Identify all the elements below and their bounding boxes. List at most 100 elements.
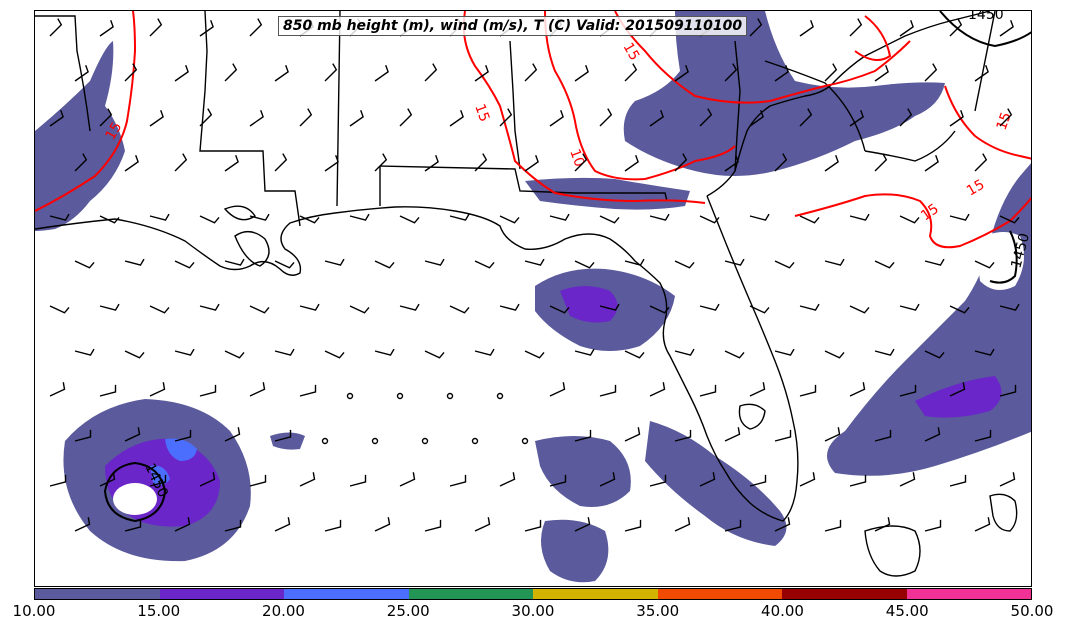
height-contour-1450-hurricane xyxy=(103,461,167,523)
wind-barb xyxy=(974,517,991,532)
wind-barb xyxy=(799,19,814,37)
wind-barb xyxy=(624,519,642,532)
wind-barb xyxy=(674,429,692,442)
wind-barb xyxy=(949,474,967,487)
wind-barb xyxy=(949,213,970,221)
wind-barb xyxy=(899,472,916,487)
wind-barb xyxy=(949,18,963,37)
wind-barb xyxy=(174,429,192,442)
wind-barb xyxy=(549,305,570,314)
wind-barb xyxy=(874,260,895,269)
wind-barb xyxy=(324,63,338,82)
wind-barb xyxy=(574,429,592,442)
wind-barb xyxy=(749,474,767,487)
state-line-8 xyxy=(734,40,741,172)
calm-wind-marker xyxy=(321,437,329,445)
wind-barb xyxy=(824,350,845,359)
state-line-10 xyxy=(864,130,956,162)
wind-barb xyxy=(474,348,495,356)
wind-barb xyxy=(74,64,89,82)
wind-barb xyxy=(499,303,520,311)
wind-barb xyxy=(374,348,395,356)
wind-barb xyxy=(399,108,413,127)
wind-barb xyxy=(774,429,792,442)
temp-contour-15-north xyxy=(462,11,706,204)
wind-barb xyxy=(924,258,945,266)
wind-barb xyxy=(874,348,895,356)
height-contours xyxy=(103,11,1031,523)
wind-barb xyxy=(299,472,316,487)
wind-barb xyxy=(324,350,345,359)
wind-barb xyxy=(424,63,438,82)
wind-barb xyxy=(724,258,745,266)
colorbar-segment-10-15 xyxy=(35,589,160,599)
state-line-3 xyxy=(336,11,341,207)
shade-gulf-coast xyxy=(525,177,690,210)
shade-fl-core xyxy=(560,286,618,323)
wind-barb xyxy=(849,213,870,221)
wind-barb xyxy=(474,517,491,532)
wind-barb xyxy=(624,154,639,172)
state-line-6 xyxy=(509,40,521,170)
wind-barb xyxy=(749,109,764,127)
wind-barb xyxy=(274,348,295,356)
map-panel: 15 15 10 15 15 15 15 1450 1450 1450 xyxy=(34,10,1032,587)
wind-barb xyxy=(849,474,867,487)
wind-barb xyxy=(499,108,513,127)
wind-barb xyxy=(399,215,420,224)
wind-barb xyxy=(174,260,195,269)
wind-barb xyxy=(349,109,364,127)
wind-barb xyxy=(474,260,495,269)
shade-nw-plume xyxy=(35,41,125,231)
wind-barb xyxy=(599,108,613,127)
wind-barb xyxy=(799,215,820,224)
wind-barb xyxy=(649,109,664,127)
wind-barb xyxy=(374,153,388,172)
shade-gulf-south xyxy=(541,519,609,583)
wind-barb xyxy=(824,63,838,82)
wind-barb xyxy=(249,109,264,127)
wind-barb xyxy=(249,213,270,221)
colorbar xyxy=(34,588,1032,600)
wind-barb xyxy=(799,472,816,487)
wind-barb xyxy=(49,109,64,127)
wind-barb xyxy=(324,258,345,266)
wind-barb xyxy=(674,260,695,269)
wind-barb xyxy=(624,63,638,82)
wind-barb xyxy=(949,109,964,127)
wind-barb xyxy=(574,153,588,172)
wind-barb xyxy=(849,305,870,314)
state-line-7 xyxy=(575,192,668,202)
colorbar-tick-label: 15.00 xyxy=(137,602,181,620)
wind-barb xyxy=(599,303,620,311)
wind-barb xyxy=(149,213,170,221)
wind-barb xyxy=(724,63,738,82)
lake-okeechobee xyxy=(738,403,766,430)
wind-barb xyxy=(799,108,813,127)
louisiana-delta xyxy=(234,231,270,267)
colorbar-tick-label: 20.00 xyxy=(262,602,305,620)
calm-wind-marker xyxy=(396,392,404,400)
wind-barb xyxy=(724,350,745,359)
colorbar-segment-20-25 xyxy=(284,589,409,599)
wind-barb xyxy=(674,64,689,82)
wind-barb xyxy=(74,517,91,532)
wind-barb xyxy=(124,154,139,172)
colorbar-tick-label: 45.00 xyxy=(885,602,929,620)
wind-barb xyxy=(749,305,770,314)
wind-barb xyxy=(824,519,842,532)
wind-barb xyxy=(574,64,589,82)
wind-barb xyxy=(449,213,470,221)
wind-barb xyxy=(324,154,339,172)
height-label-2: 1450 xyxy=(968,11,1004,23)
shade-central-gulf xyxy=(270,432,305,450)
wind-barb xyxy=(549,382,566,397)
wind-barb xyxy=(999,384,1017,397)
cuba-coast xyxy=(864,525,921,577)
wind-barb xyxy=(424,350,445,359)
wind-barbs xyxy=(49,18,1020,532)
wind-barb xyxy=(74,260,95,269)
wind-barb xyxy=(424,258,445,266)
wind-barb xyxy=(999,19,1014,37)
wind-barb xyxy=(524,519,542,532)
